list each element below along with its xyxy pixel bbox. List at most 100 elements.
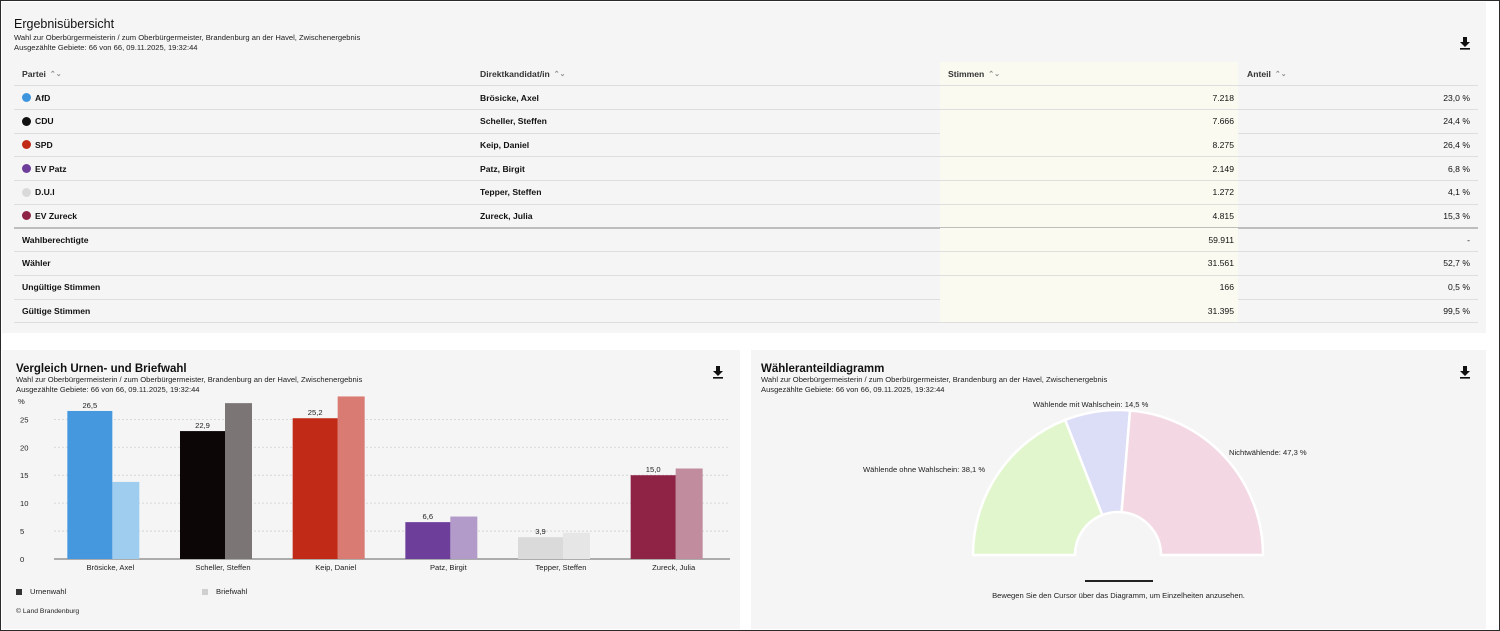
bar-urnenwahl bbox=[518, 537, 563, 559]
share-title: Wähleranteildiagramm bbox=[761, 363, 885, 375]
bar-briefwahl bbox=[112, 481, 140, 559]
party-color-dot bbox=[22, 116, 31, 126]
party-cell: D.U.I bbox=[22, 181, 55, 204]
candidate-cell: Scheller, Steffen bbox=[480, 116, 547, 127]
bar-value-label: 15,0 bbox=[646, 465, 661, 474]
candidate-cell: Brösicke, Axel bbox=[480, 92, 539, 103]
party-color-dot bbox=[22, 164, 31, 174]
share-cell: - bbox=[1467, 234, 1470, 245]
candidate-cell: Patz, Birgit bbox=[480, 163, 525, 174]
summary-label: Ungültige Stimmen bbox=[22, 282, 101, 293]
table-row[interactable]: EV Zureck Zureck, Julia 4.815 15,3 % bbox=[14, 204, 1478, 229]
results-counted: Ausgezählte Gebiete: 66 von 66, 09.11.20… bbox=[14, 43, 198, 52]
hover-hint: Bewegen Sie den Cursor über das Diagramm… bbox=[992, 591, 1245, 600]
download-icon[interactable] bbox=[711, 365, 725, 379]
bar-chart[interactable]: % 0 5 10 15 20 25 26,5 Brösicke, Axel 22,9 Schelle… bbox=[2, 350, 740, 629]
bar-value-label: 3,9 bbox=[535, 527, 546, 536]
party-color-dot bbox=[22, 93, 31, 102]
results-subtitle: Wahl zur Oberbürgermeisterin / zum Oberb… bbox=[14, 33, 361, 42]
bar-urnenwahl bbox=[405, 522, 451, 559]
sort-icon: ⌃⌄ bbox=[988, 70, 1001, 78]
sort-icon: ⌃⌄ bbox=[49, 70, 62, 78]
bar-value-label: 26,5 bbox=[82, 401, 97, 410]
party-cell: EV Zureck bbox=[22, 205, 77, 227]
x-tick-label: Patz, Birgit bbox=[430, 563, 468, 572]
y-tick-label: 20 bbox=[20, 443, 28, 452]
legend-swatch-briefwahl bbox=[202, 588, 208, 595]
bar-urnenwahl bbox=[292, 418, 338, 559]
download-icon[interactable] bbox=[1458, 36, 1472, 50]
sort-icon: ⌃⌄ bbox=[1274, 70, 1287, 78]
table-row[interactable]: SPD Keip, Daniel 8.275 26,4 % bbox=[14, 133, 1478, 158]
table-row[interactable]: CDU Scheller, Steffen 7.666 24,4 % bbox=[14, 109, 1478, 134]
x-tick-label: Tepper, Steffen bbox=[536, 563, 587, 572]
votes-cell: 7.666 bbox=[1212, 116, 1234, 127]
summary-label: Gültige Stimmen bbox=[22, 305, 91, 316]
party-color-dot bbox=[22, 140, 31, 150]
candidate-cell: Tepper, Steffen bbox=[480, 187, 542, 198]
share-chart[interactable]: Wählende ohne Wahlschein: 38,1 % Wählende… bbox=[751, 350, 1486, 629]
share-cell: 52,7 % bbox=[1443, 258, 1470, 269]
legend-briefwahl[interactable]: Briefwahl bbox=[202, 587, 247, 596]
party-color-dot bbox=[22, 187, 31, 197]
comparison-counted: Ausgezählte Gebiete: 66 von 66, 09.11.20… bbox=[16, 385, 200, 394]
share-cell: 4,1 % bbox=[1448, 187, 1470, 198]
y-tick-label: 25 bbox=[20, 415, 28, 424]
share-panel: Wähleranteildiagramm Wahl zur Oberbürger… bbox=[751, 350, 1486, 629]
column-header-votes[interactable]: Stimmen ⌃⌄ bbox=[948, 68, 1001, 79]
bar-urnenwahl bbox=[67, 410, 113, 559]
party-cell: EV Patz bbox=[22, 157, 67, 180]
slice-label: Wählende ohne Wahlschein: 38,1 % bbox=[863, 465, 985, 474]
slice-label: Nichtwählende: 47,3 % bbox=[1229, 448, 1307, 457]
share-cell: 23,0 % bbox=[1443, 92, 1470, 103]
y-tick-label: 5 bbox=[20, 527, 24, 536]
summary-row: Wähler 31.561 52,7 % bbox=[14, 251, 1478, 276]
votes-cell: 31.561 bbox=[1207, 258, 1234, 269]
summary-label: Wahlberechtigte bbox=[22, 234, 89, 245]
sort-icon: ⌃⌄ bbox=[553, 70, 566, 78]
votes-cell: 2.149 bbox=[1212, 163, 1234, 174]
x-tick-label: Brösicke, Axel bbox=[86, 563, 134, 572]
votes-cell: 7.218 bbox=[1212, 92, 1234, 103]
slice-nichtwaehlende bbox=[1120, 409, 1265, 557]
share-cell: 0,5 % bbox=[1448, 282, 1470, 293]
download-icon[interactable] bbox=[1458, 365, 1472, 379]
table-row[interactable]: EV Patz Patz, Birgit 2.149 6,8 % bbox=[14, 157, 1478, 182]
table-row[interactable]: AfD Brösicke, Axel 7.218 23,0 % bbox=[14, 86, 1478, 110]
table-row[interactable]: D.U.I Tepper, Steffen 1.272 4,1 % bbox=[14, 180, 1478, 205]
votes-cell: 4.815 bbox=[1212, 210, 1234, 221]
divider bbox=[1085, 580, 1153, 582]
column-header-share[interactable]: Anteil ⌃⌄ bbox=[1247, 68, 1287, 79]
candidate-cell: Zureck, Julia bbox=[480, 210, 533, 221]
summary-label: Wähler bbox=[22, 258, 51, 269]
bar-urnenwahl bbox=[180, 431, 225, 559]
share-cell: 24,4 % bbox=[1443, 116, 1470, 127]
party-cell: SPD bbox=[22, 133, 53, 156]
share-subtitle: Wahl zur Oberbürgermeisterin / zum Oberb… bbox=[761, 375, 1108, 384]
votes-cell: 59.911 bbox=[1208, 234, 1234, 245]
comparison-title: Vergleich Urnen- und Briefwahl bbox=[16, 363, 187, 375]
x-tick-label: Zureck, Julia bbox=[652, 563, 696, 572]
table-header: Partei ⌃⌄ Direktkandidat/in ⌃⌄ Stimmen ⌃⌄ A… bbox=[14, 62, 1478, 86]
share-cell: 99,5 % bbox=[1443, 305, 1470, 316]
party-cell: AfD bbox=[22, 86, 50, 109]
y-tick-label: 15 bbox=[20, 471, 28, 480]
column-header-candidate[interactable]: Direktkandidat/in ⌃⌄ bbox=[480, 68, 566, 79]
column-header-party[interactable]: Partei ⌃⌄ bbox=[22, 68, 62, 79]
bar-briefwahl bbox=[450, 516, 478, 559]
bar-briefwahl bbox=[563, 532, 590, 559]
results-panel: Ergebnisübersicht Wahl zur Oberbürgermei… bbox=[2, 2, 1486, 333]
share-counted: Ausgezählte Gebiete: 66 von 66, 09.11.20… bbox=[761, 385, 945, 394]
bar-urnenwahl bbox=[630, 475, 676, 559]
y-tick-label: 10 bbox=[20, 499, 28, 508]
comparison-subtitle: Wahl zur Oberbürgermeisterin / zum Oberb… bbox=[16, 375, 363, 384]
y-tick-label: 0 bbox=[20, 555, 24, 564]
bar-briefwahl bbox=[225, 403, 252, 559]
party-color-dot bbox=[22, 211, 31, 220]
bar-value-label: 25,2 bbox=[308, 408, 323, 417]
bar-briefwahl bbox=[675, 468, 703, 559]
y-axis-label: % bbox=[18, 397, 25, 406]
summary-row: Gültige Stimmen 31.395 99,5 % bbox=[14, 299, 1478, 324]
legend-urnenwahl[interactable]: Urnenwahl bbox=[16, 587, 66, 596]
comparison-panel: Vergleich Urnen- und Briefwahl Wahl zur … bbox=[2, 350, 740, 629]
